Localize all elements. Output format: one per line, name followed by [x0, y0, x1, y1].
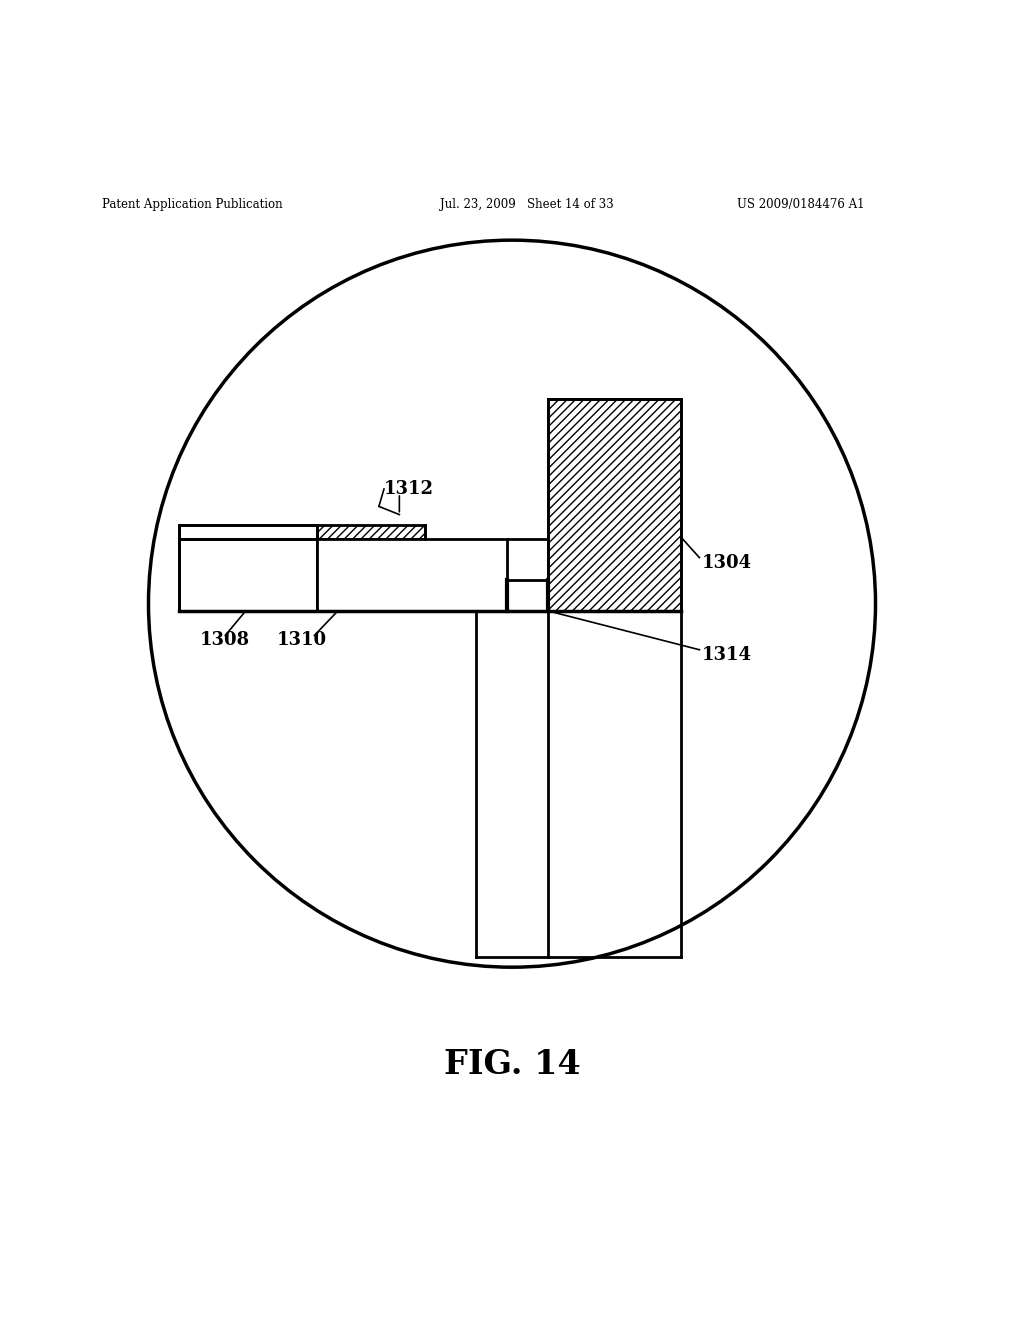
Bar — [317, 525, 425, 539]
Bar — [548, 399, 681, 611]
Bar — [179, 525, 317, 539]
Text: 1314: 1314 — [701, 645, 752, 664]
Text: FIG. 14: FIG. 14 — [443, 1048, 581, 1081]
Text: 1308: 1308 — [200, 631, 250, 648]
Text: Patent Application Publication: Patent Application Publication — [102, 198, 283, 211]
Text: 1310: 1310 — [276, 631, 327, 648]
Text: Jul. 23, 2009   Sheet 14 of 33: Jul. 23, 2009 Sheet 14 of 33 — [440, 198, 614, 211]
Bar — [179, 539, 317, 611]
Bar — [317, 539, 548, 611]
Text: 1304: 1304 — [701, 553, 752, 572]
Text: 1312: 1312 — [384, 480, 434, 498]
Text: US 2009/0184476 A1: US 2009/0184476 A1 — [737, 198, 865, 211]
